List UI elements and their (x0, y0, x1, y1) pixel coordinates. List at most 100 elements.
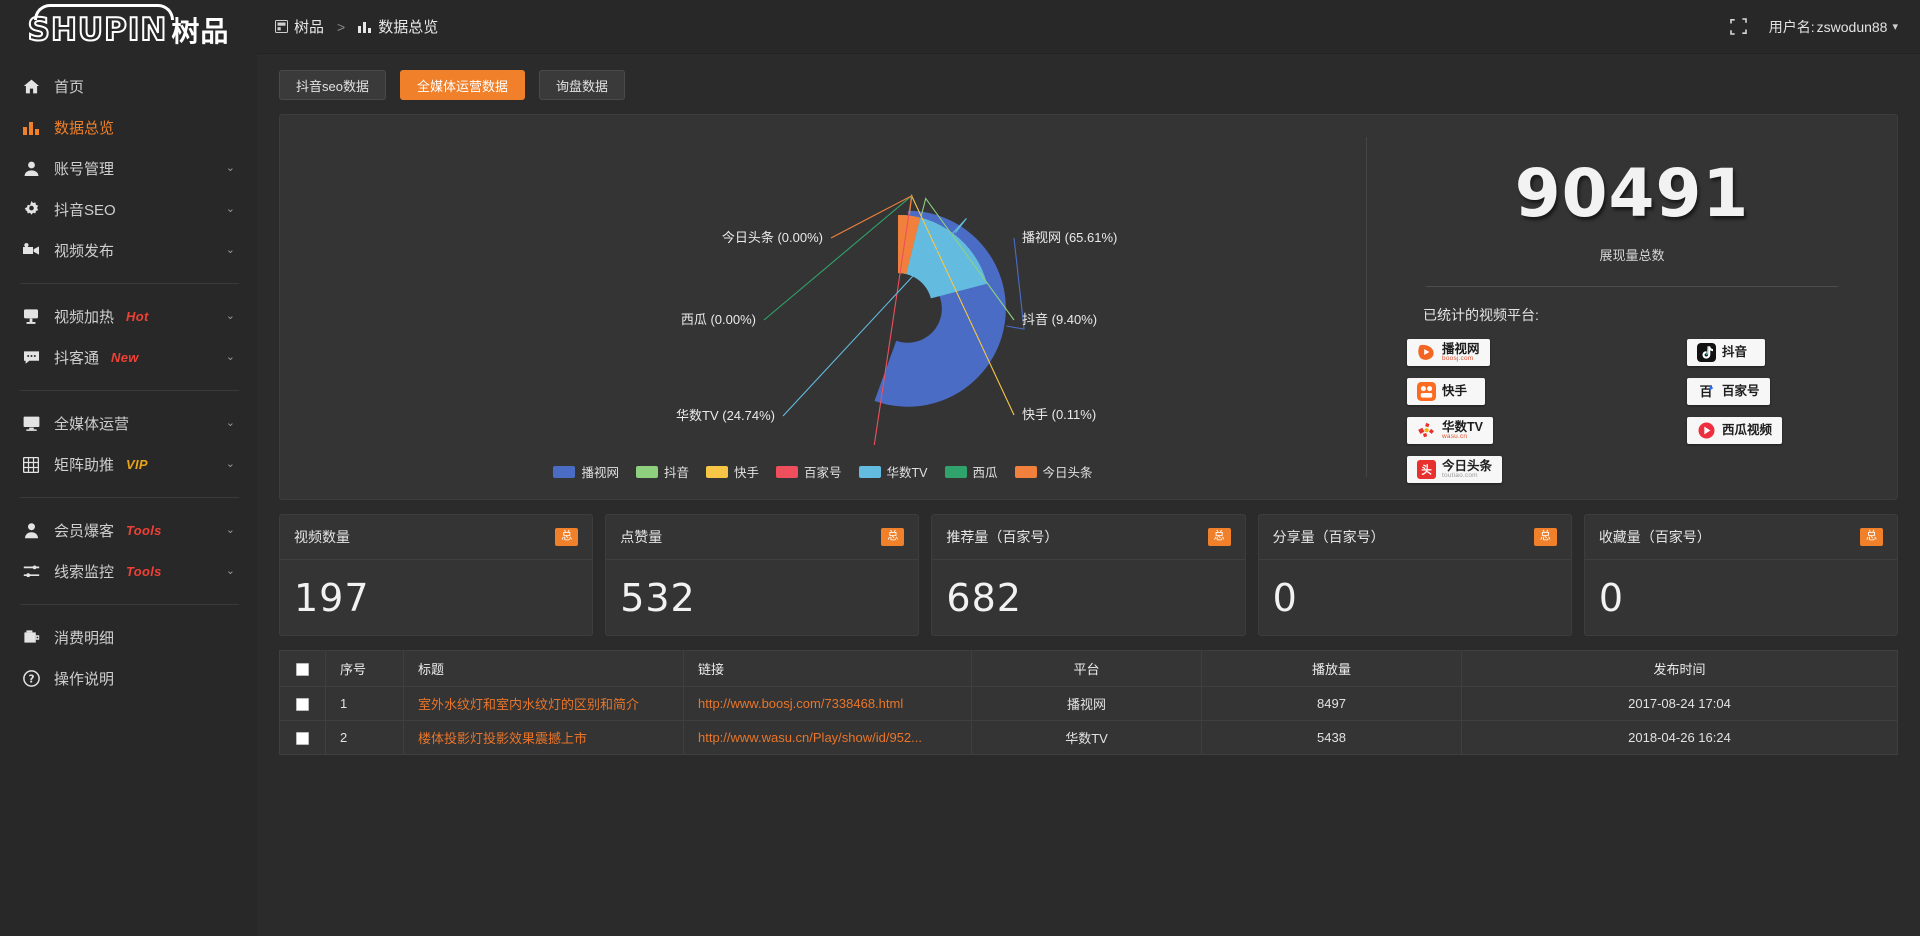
douyin-logo (1697, 343, 1716, 362)
gear-icon (20, 201, 42, 218)
platform-chip-name: 华数TV (1442, 419, 1483, 434)
sidebar-item-3[interactable]: 抖音SEO ⌄ (0, 189, 257, 230)
platform-chip-name: 抖音 (1722, 345, 1748, 360)
platform-chip-2-0[interactable]: 抖音 (1687, 339, 1765, 366)
topbar-right: 用户名: zswodun88 ▾ (1729, 17, 1898, 37)
pie-label-5: 西瓜 (0.00%) (681, 312, 756, 327)
sidebar-item-12[interactable]: 会员爆客 Tools ⌄ (0, 510, 257, 551)
platform-chip-name: 西瓜视频 (1722, 423, 1773, 438)
fullscreen-icon[interactable] (1729, 18, 1747, 35)
topbar: 树品 > 数据总览 用户名: zswodun88 (257, 0, 1920, 54)
stat-card-value: 197 (294, 575, 370, 620)
table-header-link: 链接 (683, 650, 972, 687)
tab-0[interactable]: 抖音seo数据 (279, 70, 386, 100)
sidebar-item-13[interactable]: 线索监控 Tools ⌄ (0, 551, 257, 592)
platform-chip-2-1[interactable]: 百百家号 (1687, 378, 1770, 405)
tab-1[interactable]: 全媒体运营数据 (399, 70, 525, 100)
breadcrumb-item-home[interactable]: 树品 (275, 16, 324, 37)
sliders-icon (20, 564, 42, 579)
wasu-logo (1417, 421, 1436, 440)
stat-card-head: 推荐量（百家号） 总 (932, 515, 1245, 560)
brand-logo[interactable]: SHUPIN 树品 (0, 0, 257, 54)
sidebar-item-7[interactable]: 抖客通 New ⌄ (0, 337, 257, 378)
pie-label-1: 抖音 (9.40%) (1022, 312, 1097, 327)
table-header-time: 发布时间 (1461, 650, 1898, 687)
platform-chip-1-1[interactable]: 快手 (1407, 378, 1485, 405)
stat-card-badge: 总 (1207, 528, 1231, 546)
question-icon: ? (20, 670, 42, 687)
legend-item-3[interactable]: 百家号 (776, 462, 842, 481)
chevron-down-icon: ⌄ (225, 244, 235, 256)
platform-chip-text: 华数TV wasu.cn (1442, 419, 1483, 441)
legend-item-1[interactable]: 抖音 (635, 462, 689, 481)
xigua-logo (1697, 421, 1716, 440)
platform-chip-grid: 播视网 boosj.com 快手华数TV wasu.cn 头今日头条 toutiao.co… (1407, 339, 1857, 483)
chevron-down-icon: ⌄ (225, 524, 235, 536)
upload-icon (20, 242, 42, 259)
sidebar-item-0[interactable]: 首页 (0, 66, 257, 107)
platform-chip-name: 百家号 (1722, 384, 1760, 399)
sidebar-item-9[interactable]: 全媒体运营 ⌄ (0, 403, 257, 444)
sidebar-item-4[interactable]: 视频发布 ⌄ (0, 230, 257, 271)
platform-chip-1-3[interactable]: 头今日头条 toutiao.com (1407, 456, 1503, 483)
sidebar-item-6[interactable]: 视频加热 Hot ⌄ (0, 296, 257, 337)
pie-slice-6[interactable] (898, 215, 921, 275)
legend-item-5[interactable]: 西瓜 (944, 462, 998, 481)
legend-swatch (776, 465, 798, 478)
row-time: 2018-04-26 16:24 (1461, 720, 1898, 755)
stat-card-badge: 总 (1860, 528, 1884, 546)
legend-item-2[interactable]: 快手 (705, 462, 759, 481)
legend-swatch (705, 465, 728, 478)
row-url-link[interactable]: http://www.wasu.cn/Play/show/id/952... (698, 730, 922, 745)
tab-2[interactable]: 询盘数据 (538, 70, 625, 100)
chevron-down-icon: ⌄ (225, 162, 235, 174)
sidebar-item-badge: Tools (126, 564, 162, 579)
sidebar-item-15[interactable]: 消费明细 (0, 617, 257, 658)
legend-label: 抖音 (663, 466, 689, 480)
stat-card-badge: 总 (555, 528, 579, 546)
breadcrumb-item-overview[interactable]: 数据总览 (358, 16, 438, 37)
stat-card-3: 分享量（百家号） 总 0 (1257, 514, 1572, 636)
row-checkbox[interactable] (296, 698, 309, 712)
svg-text:百: 百 (1700, 385, 1713, 400)
user-icon (20, 160, 42, 177)
row-checkbox[interactable] (296, 732, 309, 746)
chevron-down-icon: ▾ (1892, 21, 1898, 33)
platform-chip-text: 快手 (1442, 385, 1467, 398)
row-url-link[interactable]: http://www.boosj.com/7338468.html (698, 696, 904, 711)
legend-item-0[interactable]: 播视网 (553, 462, 619, 481)
sidebar-item-10[interactable]: 矩阵助推 VIP ⌄ (0, 444, 257, 485)
sidebar-item-label: 矩阵助推 (54, 457, 115, 474)
sidebar-item-1[interactable]: 数据总览 (0, 107, 257, 148)
select-all-checkbox[interactable] (296, 663, 309, 677)
legend-item-6[interactable]: 今日头条 (1014, 462, 1093, 481)
sidebar-divider (20, 497, 239, 498)
sidebar-item-badge: New (111, 350, 139, 365)
platform-chip-domain: wasu.cn (1442, 433, 1468, 440)
row-plays: 5438 (1201, 720, 1462, 755)
legend-item-4[interactable]: 华数TV (858, 462, 928, 481)
user-menu[interactable]: 用户名: zswodun88 ▾ (1769, 17, 1898, 37)
row-title-link[interactable]: 室外水纹灯和室内水纹灯的区别和简介 (418, 697, 640, 712)
sidebar-item-16[interactable]: ? 操作说明 (0, 658, 257, 699)
logo-arc-decoration (33, 3, 174, 20)
sidebar-item-badge: Hot (126, 309, 149, 324)
row-title-link[interactable]: 楼体投影灯投影效果震撼上市 (418, 731, 588, 746)
platform-chip-1-0[interactable]: 播视网 boosj.com (1407, 339, 1490, 366)
toutiao-logo: 头 (1417, 460, 1436, 479)
chevron-down-icon: ⌄ (225, 203, 235, 215)
sidebar-item-2[interactable]: 账号管理 ⌄ (0, 148, 257, 189)
pie-slice-4[interactable] (898, 215, 988, 299)
platform-chip-1-2[interactable]: 华数TV wasu.cn (1407, 417, 1493, 444)
breadcrumb: 树品 > 数据总览 (275, 16, 438, 37)
legend-label: 播视网 (581, 466, 619, 480)
stat-card-head: 点赞量 总 (606, 515, 919, 560)
sidebar-item-label: 消费明细 (54, 630, 115, 647)
stat-card-value: 532 (620, 575, 696, 620)
table-header-platform: 平台 (971, 650, 1202, 687)
sidebar-item-label: 线索监控 (54, 564, 115, 581)
pie-chart-svg[interactable]: 播视网 (65.61%)抖音 (9.40%)快手 (0.11%)百家号 (0.1… (280, 115, 1320, 445)
platform-chip-2-2[interactable]: 西瓜视频 (1687, 417, 1783, 444)
user-name: zswodun88 (1816, 18, 1888, 35)
stat-card-badge: 总 (881, 528, 905, 546)
